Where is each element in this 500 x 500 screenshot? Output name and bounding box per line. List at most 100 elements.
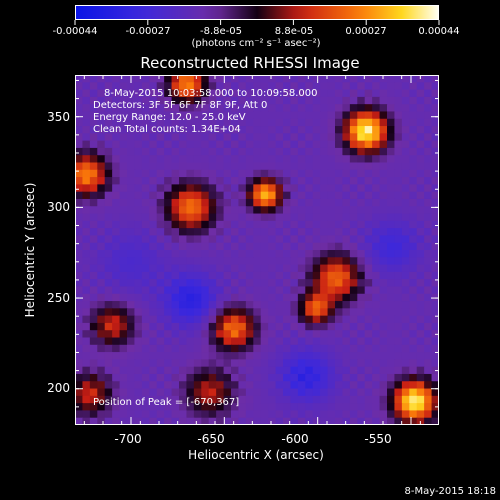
heatmap-cell	[149, 155, 158, 164]
heatmap-cell	[394, 104, 403, 113]
heatmap-cell	[141, 279, 150, 288]
heatmap-cell	[245, 403, 254, 412]
heatmap-cell	[149, 308, 158, 317]
heatmap-cell	[238, 177, 247, 185]
heatmap-cell	[379, 344, 388, 353]
heatmap-cell	[297, 286, 306, 295]
heatmap-cell	[223, 89, 232, 98]
heatmap-cell	[75, 104, 84, 113]
heatmap-cell	[268, 206, 277, 215]
heatmap-cell	[283, 111, 292, 120]
heatmap-cell	[171, 257, 180, 266]
heatmap-cell	[424, 322, 433, 331]
heatmap-cell	[357, 395, 366, 404]
heatmap-cell	[231, 293, 240, 302]
heatmap-cell	[297, 220, 306, 229]
heatmap-cell	[97, 410, 106, 419]
heatmap-cell	[275, 75, 284, 83]
heatmap-cell	[312, 206, 321, 215]
heatmap-cell	[245, 111, 254, 120]
heatmap-cell	[112, 133, 121, 142]
heatmap-cell	[134, 373, 143, 382]
heatmap-cell	[416, 177, 425, 185]
heatmap-cell	[312, 403, 321, 412]
heatmap-cell	[431, 264, 439, 273]
heatmap-cell	[216, 206, 225, 215]
heatmap-cell	[141, 293, 150, 302]
heatmap-cell	[349, 96, 358, 105]
heatmap-cell	[149, 220, 158, 229]
heatmap-cell	[401, 213, 410, 222]
heatmap-cell	[394, 271, 403, 280]
heatmap-cell	[342, 155, 351, 164]
heatmap-cell	[283, 373, 292, 382]
heatmap-cell	[156, 250, 165, 258]
heatmap-cell	[327, 75, 336, 83]
heatmap-cell	[104, 308, 113, 317]
heatmap-cell	[164, 104, 173, 113]
heatmap-cell	[112, 271, 121, 280]
heatmap-cell	[335, 257, 344, 266]
heatmap-cell	[201, 293, 210, 302]
heatmap-cell	[208, 82, 217, 91]
heatmap-cell	[149, 111, 158, 120]
heatmap-cell	[216, 89, 225, 98]
heatmap-cell	[216, 191, 225, 200]
heatmap-cell	[231, 111, 240, 120]
heatmap-cell	[179, 198, 188, 207]
heatmap-cell	[97, 293, 106, 302]
heatmap-cell	[253, 410, 262, 419]
heatmap-cell	[231, 133, 240, 142]
heatmap-cell	[394, 264, 403, 273]
heatmap-cell	[342, 388, 351, 397]
heatmap-cell	[431, 111, 439, 120]
heatmap-cell	[82, 96, 91, 105]
heatmap-cell	[141, 111, 150, 120]
heatmap-cell	[335, 250, 344, 258]
heatmap-cell	[193, 177, 202, 185]
heatmap-cell	[75, 264, 84, 273]
heatmap-cell	[290, 315, 299, 324]
heatmap-cell	[297, 315, 306, 324]
heatmap-cell	[409, 147, 418, 156]
heatmap-cell	[283, 352, 292, 360]
heatmap-cell	[89, 279, 98, 288]
heatmap-cell	[387, 301, 396, 309]
heatmap-cell	[357, 337, 366, 346]
heatmap-cell	[394, 162, 403, 171]
heatmap-cell	[127, 162, 136, 171]
heatmap-cell	[97, 373, 106, 382]
heatmap-cell	[253, 352, 262, 360]
heatmap-cell	[253, 133, 262, 142]
heatmap-cell	[149, 330, 158, 339]
heatmap-cell	[97, 381, 106, 390]
heatmap-cell	[245, 271, 254, 280]
heatmap-cell	[342, 220, 351, 229]
heatmap-cell	[75, 279, 84, 288]
heatmap-cell	[216, 75, 225, 83]
heatmap-cell	[171, 381, 180, 390]
heatmap-cell	[223, 395, 232, 404]
heatmap-cell	[223, 271, 232, 280]
heatmap-cell	[75, 257, 84, 266]
heatmap-cell	[231, 286, 240, 295]
heatmap-cell	[112, 264, 121, 273]
heatmap-cell	[387, 126, 396, 134]
heatmap-cell	[283, 286, 292, 295]
heatmap-cell	[320, 220, 329, 229]
heatmap-cell	[231, 279, 240, 288]
heatmap-cell	[97, 206, 106, 215]
heatmap-cell	[201, 198, 210, 207]
heatmap-cell	[342, 271, 351, 280]
heatmap-cell	[379, 293, 388, 302]
heatmap-cell	[253, 96, 262, 105]
heatmap-cell	[238, 250, 247, 258]
heatmap-cell	[401, 155, 410, 164]
heatmap-cell	[312, 155, 321, 164]
heatmap-cell	[409, 228, 418, 237]
heatmap-cell	[379, 162, 388, 171]
heatmap-cell	[127, 82, 136, 91]
heatmap-cell	[327, 330, 336, 339]
heatmap-cell	[104, 315, 113, 324]
heatmap-cell	[119, 96, 128, 105]
